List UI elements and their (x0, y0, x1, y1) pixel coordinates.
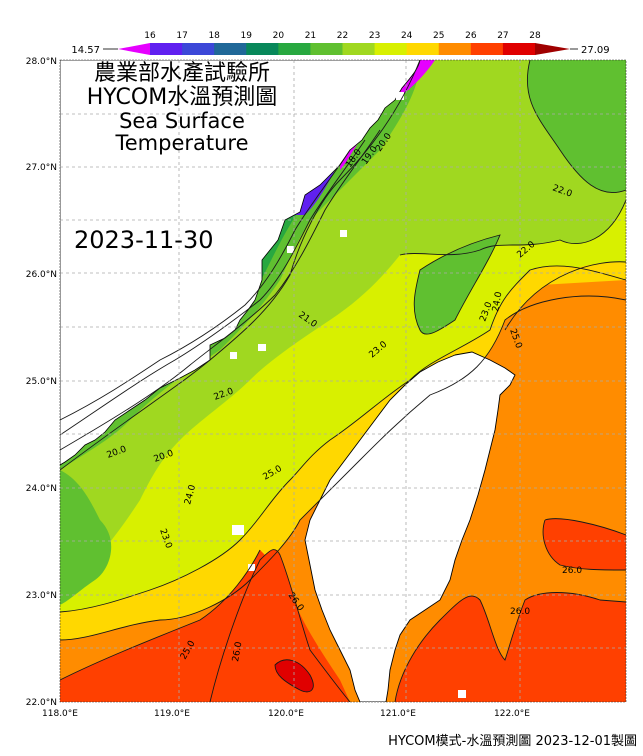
colorbar-tick-label: 18 (208, 31, 220, 41)
svg-text:24.0°N: 24.0°N (26, 484, 57, 494)
svg-text:22.0°N: 22.0°N (26, 698, 57, 708)
svg-text:27.0°N: 27.0°N (26, 163, 57, 173)
colorbar-tick-label: 20 (273, 31, 285, 41)
colorbar-band (438, 43, 472, 55)
svg-text:26.0: 26.0 (231, 641, 244, 663)
colorbar-tick-label: 26 (465, 31, 477, 41)
colorbar-band (214, 43, 247, 55)
colorbar-tick-label: 25 (433, 31, 444, 41)
colorbar-band (342, 43, 376, 55)
colorbar-tick-label: 24 (401, 31, 413, 41)
colorbar-band (406, 43, 440, 55)
colorbar-band (150, 43, 183, 55)
colorbar-max-label: 27.09 (581, 45, 610, 56)
colorbar-tick-label: 28 (529, 31, 541, 41)
china-land (60, 60, 421, 466)
colorbar-band (470, 43, 504, 55)
map-field (60, 60, 626, 702)
colorbar-band (502, 43, 536, 55)
title-english-2: Temperature (115, 131, 249, 156)
svg-text:23.0°N: 23.0°N (26, 591, 57, 601)
svg-text:26.0: 26.0 (510, 607, 530, 617)
contour-lines (60, 60, 626, 702)
colorbar-band (310, 43, 343, 55)
title-agency: 農業部水產試驗所 (93, 61, 270, 86)
colorbar-under-arrow (118, 43, 150, 55)
colorbar-tick-label: 27 (497, 31, 508, 41)
colorbar-tick-label: 19 (241, 31, 253, 41)
svg-text:120.0°E: 120.0°E (268, 709, 304, 719)
colorbar-tick-label: 16 (144, 31, 156, 41)
svg-text:25.0°N: 25.0°N (26, 377, 57, 387)
svg-text:121.0°E: 121.0°E (380, 709, 416, 719)
colorbar-min-label: 14.57 (71, 45, 100, 56)
colorbar-tick-label: 22 (337, 31, 348, 41)
colorbar-ticks: 16 17 18 19 20 21 22 23 24 25 26 27 28 (144, 31, 541, 41)
colorbar-bands (150, 43, 536, 55)
svg-text:26.0: 26.0 (562, 566, 582, 576)
y-axis-labels: 28.0°N 27.0°N 26.0°N 25.0°N 24.0°N 23.0°… (26, 57, 57, 708)
title-model: HYCOM水溫預測圖 (86, 84, 278, 110)
colorbar-tick-label: 21 (305, 31, 316, 41)
svg-text:118.0°E: 118.0°E (42, 709, 78, 719)
svg-text:26.0°N: 26.0°N (26, 270, 57, 280)
colorbar-band (374, 43, 408, 55)
colorbar-tick-label: 23 (369, 31, 380, 41)
svg-text:122.0°E: 122.0°E (494, 709, 530, 719)
map-title: 農業部水產試驗所 HYCOM水溫預測圖 Sea Surface Temperat… (62, 62, 302, 155)
colorbar-over-arrow (535, 43, 570, 55)
sst-map: 18.0 19.0 20.0 21.0 22.0 22.0 22.0 23.0 … (26, 57, 627, 719)
colorbar-band (278, 43, 311, 55)
x-axis-labels: 118.0°E 119.0°E 120.0°E 121.0°E 122.0°E (42, 709, 530, 719)
colorbar-band (182, 43, 215, 55)
grid-lines (60, 60, 626, 702)
title-english-1: Sea Surface (119, 108, 245, 133)
colorbar-tick-label: 17 (176, 31, 187, 41)
colorbar: 14.57 27.09 16 17 18 19 20 21 22 23 24 25 26 27 28 (71, 31, 610, 56)
forecast-date: 2023-11-30 (74, 226, 214, 254)
taiwan-land (304, 351, 516, 702)
footer-caption: HYCOM模式-水溫預測圖 2023-12-01製圖 (388, 734, 637, 749)
svg-text:119.0°E: 119.0°E (154, 709, 190, 719)
svg-text:28.0°N: 28.0°N (26, 57, 57, 67)
colorbar-band (246, 43, 279, 55)
svg-text:24.0: 24.0 (491, 291, 504, 313)
